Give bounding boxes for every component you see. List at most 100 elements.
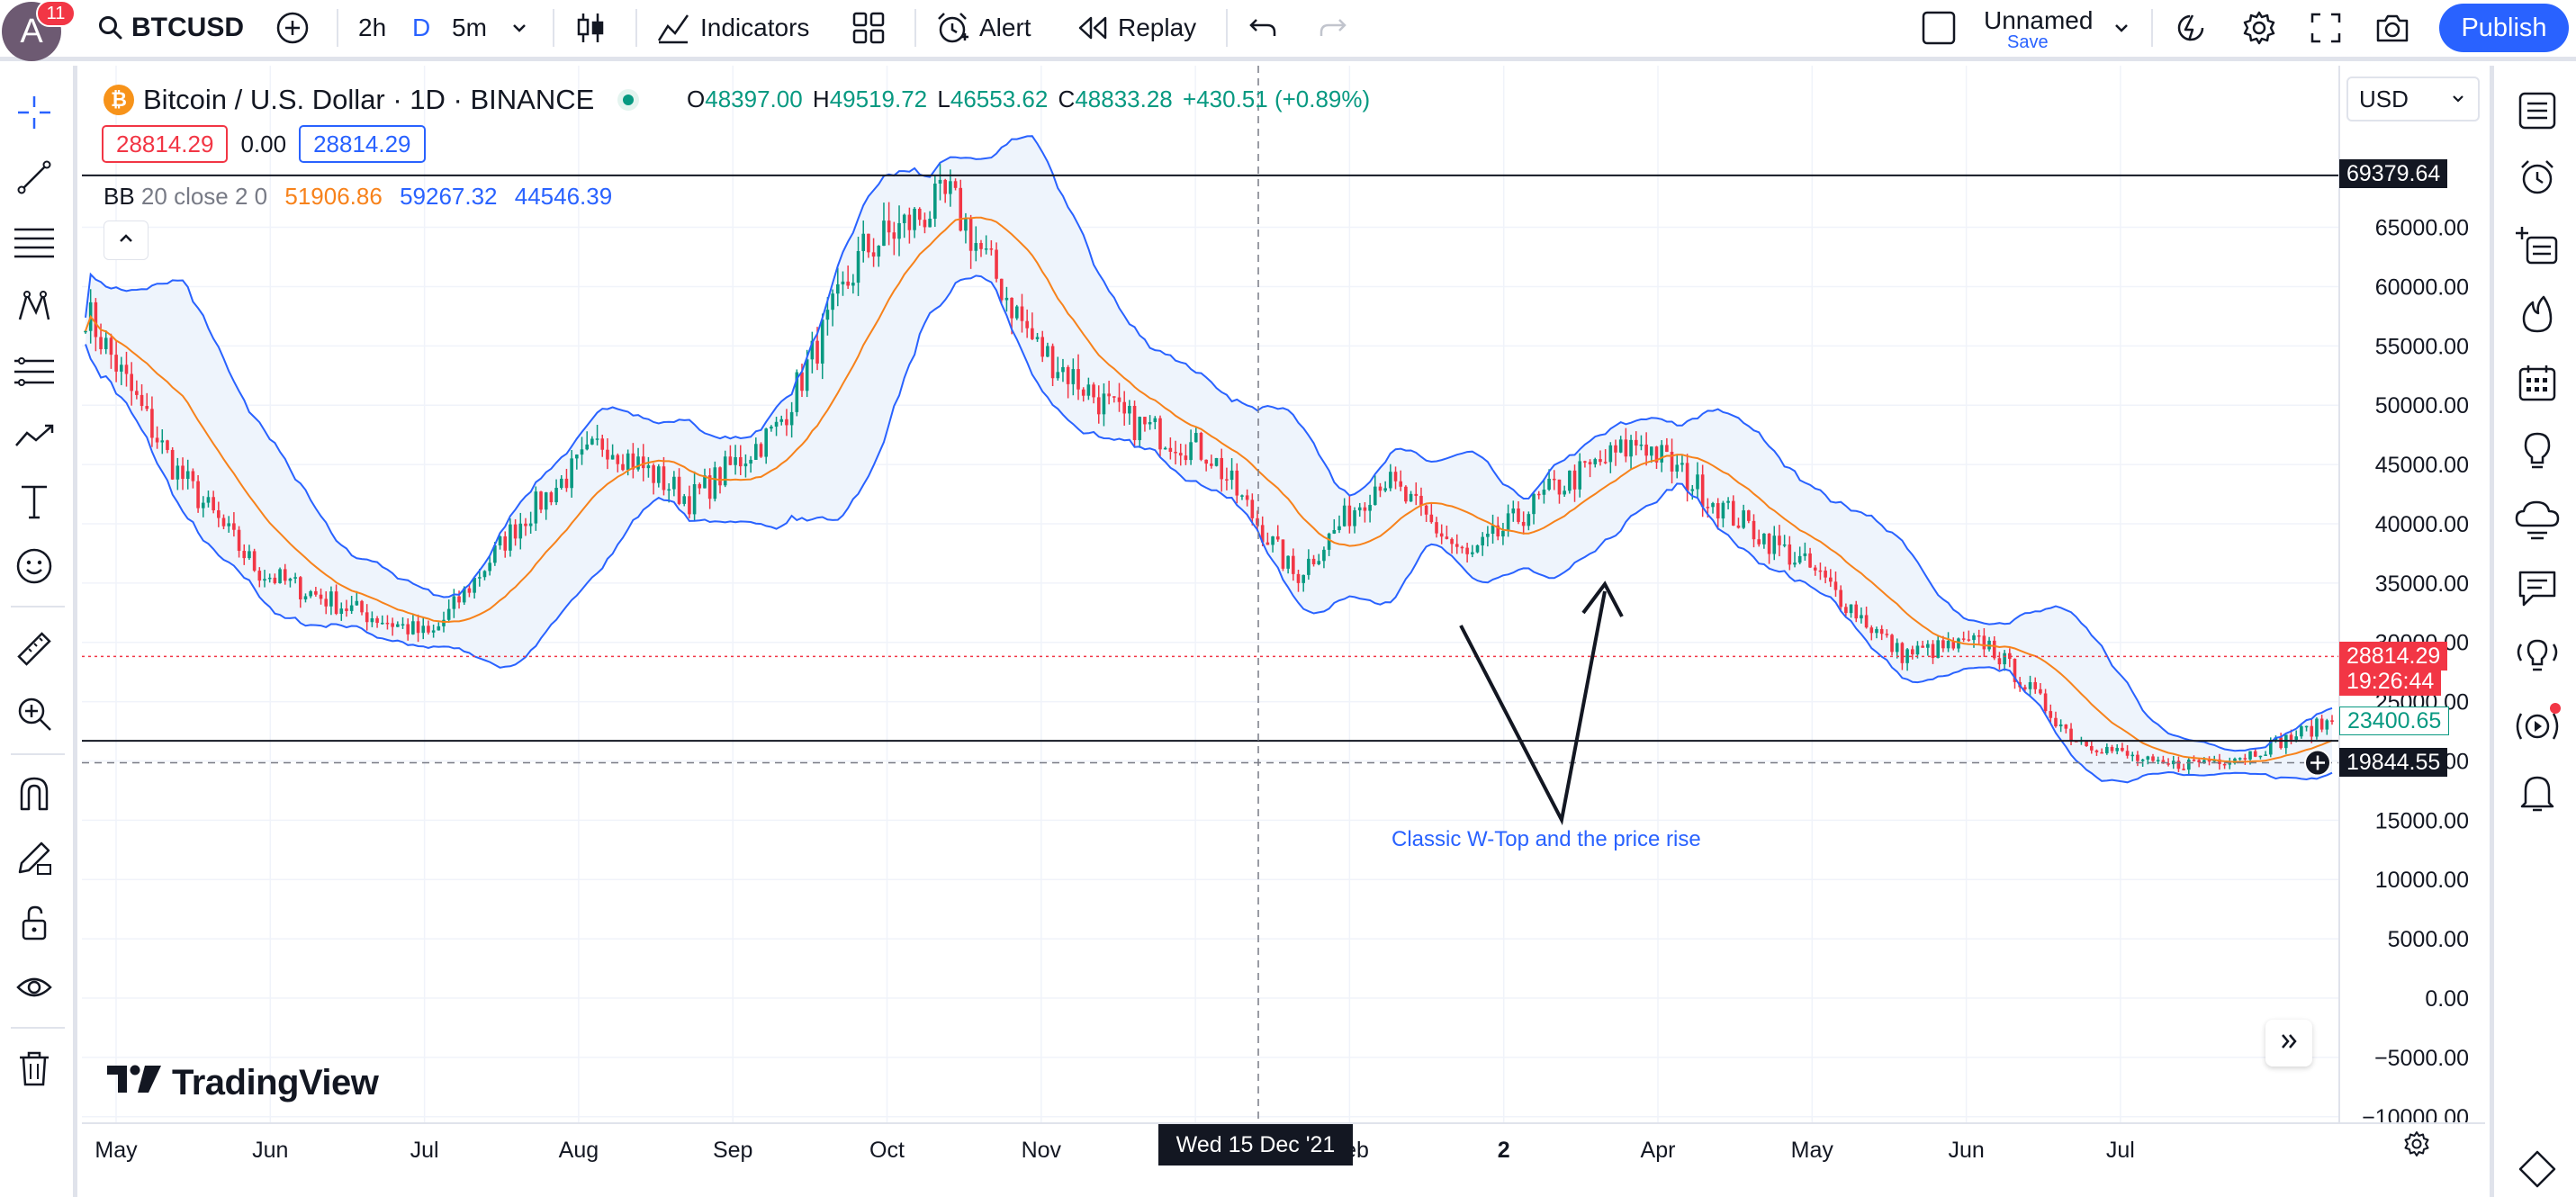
- calendar-button[interactable]: [2510, 356, 2564, 410]
- candle-body: [707, 475, 712, 500]
- buy-price-button[interactable]: 28814.29: [299, 125, 426, 163]
- scroll-to-realtime-button[interactable]: [2265, 1020, 2312, 1066]
- order-buttons: 28814.29 0.00 28814.29: [102, 125, 426, 163]
- candle-body: [1726, 500, 1730, 503]
- candle-body: [1757, 539, 1761, 544]
- candle-body: [2207, 760, 2211, 762]
- candle-body: [595, 438, 599, 440]
- chart-type-button[interactable]: [572, 0, 608, 56]
- save-label[interactable]: Save: [2007, 32, 2049, 52]
- time-tick-label: Oct: [869, 1138, 905, 1163]
- trend-line-tool[interactable]: [9, 152, 59, 202]
- candle-body: [1296, 573, 1301, 583]
- emoji-tool[interactable]: [9, 541, 59, 591]
- collapse-legend-button[interactable]: [104, 220, 149, 260]
- measure-tool[interactable]: [9, 624, 59, 674]
- bell-icon: [2517, 772, 2558, 814]
- candle-body: [774, 421, 779, 428]
- help-button[interactable]: [2510, 1142, 2564, 1196]
- lock-drawings-button[interactable]: [9, 897, 59, 948]
- ideas-button[interactable]: [2510, 424, 2564, 478]
- candle-body: [298, 577, 302, 599]
- candle-body: [2319, 718, 2324, 730]
- candle-body: [1578, 461, 1582, 490]
- annotation-arrow-head: [1581, 580, 1624, 617]
- candle-body: [1747, 510, 1751, 521]
- candle-body: [1977, 635, 1981, 637]
- forecast-tool[interactable]: [9, 346, 59, 397]
- brush-tool[interactable]: [9, 411, 59, 462]
- indicators-button[interactable]: Indicators: [655, 0, 809, 56]
- layout-name[interactable]: Unnamed: [1984, 6, 2094, 34]
- currency-select[interactable]: USD: [2346, 76, 2480, 122]
- price-tick-label: −5000.00: [2374, 1046, 2469, 1071]
- layout-checkbox[interactable]: [1921, 0, 1957, 56]
- text-tool[interactable]: [9, 476, 59, 526]
- fullscreen-button[interactable]: [2310, 0, 2342, 56]
- text-icon: [16, 482, 52, 521]
- spread-value: 0.00: [240, 130, 287, 158]
- bollinger-legend[interactable]: BB 20 close 2 0 51906.86 59267.32 44546.…: [104, 183, 612, 211]
- candle-body: [1731, 500, 1735, 526]
- candle-body: [104, 338, 108, 349]
- interval-5m[interactable]: 5m: [452, 14, 487, 41]
- symbol-title: Bitcoin / U.S. Dollar · 1D · BINANCE: [143, 84, 595, 115]
- hide-drawings-button[interactable]: [9, 962, 59, 1012]
- object-tree-button[interactable]: [2510, 219, 2564, 273]
- compare-symbol-button[interactable]: [275, 0, 310, 56]
- candle-body: [728, 456, 733, 465]
- text-annotation[interactable]: Classic W-Top and the price rise: [1392, 827, 1701, 851]
- candle-body: [979, 243, 983, 249]
- candle-body: [2294, 736, 2299, 740]
- settings-button[interactable]: [2241, 0, 2277, 56]
- price-chart[interactable]: 65000.00 60000.00 55000.00 50000.00 45000.00…: [82, 66, 2485, 1197]
- candle-body: [968, 218, 973, 251]
- redo-button[interactable]: [1318, 0, 1348, 56]
- watchlist-button[interactable]: [2510, 84, 2564, 138]
- candle-body: [1895, 643, 1899, 652]
- remove-drawings-button[interactable]: [9, 1043, 59, 1094]
- candle-body: [1833, 581, 1838, 590]
- interval-dropdown[interactable]: [509, 0, 529, 56]
- price-tick-label: 50000.00: [2375, 393, 2469, 418]
- fib-tool[interactable]: [9, 217, 59, 267]
- alerts-panel-button[interactable]: [2510, 150, 2564, 204]
- sell-price-button[interactable]: 28814.29: [102, 125, 229, 163]
- chats-button[interactable]: [2510, 561, 2564, 615]
- tradingview-logo[interactable]: TradingView: [105, 1063, 379, 1103]
- notifications-button[interactable]: [2510, 766, 2564, 820]
- replay-button[interactable]: Replay: [1076, 0, 1196, 56]
- candle-body: [2310, 725, 2314, 737]
- zoom-tool[interactable]: [9, 688, 59, 739]
- streams-button[interactable]: [2510, 698, 2564, 752]
- symbol-search[interactable]: BTCUSD: [97, 0, 244, 56]
- idea-stream-button[interactable]: [2510, 629, 2564, 683]
- candle-body: [2058, 724, 2063, 727]
- pattern-tool[interactable]: [9, 282, 59, 332]
- candle-body: [1378, 486, 1383, 491]
- news-button[interactable]: [2510, 492, 2564, 546]
- chart-pane[interactable]: 65000.00 60000.00 55000.00 50000.00 45000.00…: [82, 66, 2485, 1197]
- candle-body: [1363, 507, 1367, 511]
- symbol-legend[interactable]: ₿ Bitcoin / U.S. Dollar · 1D · BINANCE: [104, 82, 640, 118]
- alert-button[interactable]: Alert: [934, 0, 1031, 56]
- candle-body: [1393, 472, 1398, 482]
- layouts-button[interactable]: [851, 0, 886, 56]
- quick-search-button[interactable]: [2173, 0, 2209, 56]
- ruler-icon: [14, 629, 54, 669]
- candle-body: [232, 523, 236, 530]
- interval-1d[interactable]: D: [412, 14, 431, 41]
- publish-button[interactable]: Publish: [2439, 4, 2569, 52]
- screenshot-button[interactable]: [2374, 0, 2410, 56]
- crosshair-tool[interactable]: [9, 87, 59, 138]
- drawing-mode-button[interactable]: [9, 832, 59, 883]
- magnet-mode-button[interactable]: [9, 768, 59, 818]
- interval-2h[interactable]: 2h: [358, 14, 387, 41]
- scale-settings-button[interactable]: [2399, 1128, 2435, 1164]
- candle-body: [314, 590, 318, 595]
- gear-icon: [2403, 1130, 2430, 1162]
- undo-button[interactable]: [1247, 0, 1278, 56]
- layout-menu-dropdown[interactable]: [2112, 0, 2131, 56]
- hotlists-button[interactable]: [2510, 287, 2564, 341]
- candle-body: [1808, 553, 1812, 568]
